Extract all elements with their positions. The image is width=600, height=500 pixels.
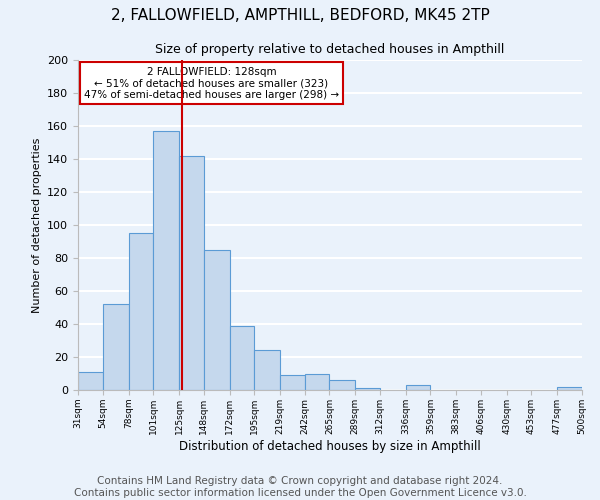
Bar: [305, 374, 329, 390]
Bar: [103, 304, 128, 390]
Bar: [128, 233, 153, 390]
Title: Size of property relative to detached houses in Ampthill: Size of property relative to detached ho…: [155, 43, 505, 56]
Text: 2, FALLOWFIELD, AMPTHILL, BEDFORD, MK45 2TP: 2, FALLOWFIELD, AMPTHILL, BEDFORD, MK45 …: [110, 8, 490, 22]
Bar: [254, 350, 280, 390]
Bar: [329, 380, 355, 390]
X-axis label: Distribution of detached houses by size in Ampthill: Distribution of detached houses by size …: [179, 440, 481, 452]
Bar: [78, 372, 103, 390]
Bar: [355, 388, 380, 390]
Bar: [230, 326, 254, 390]
Text: 2 FALLOWFIELD: 128sqm
← 51% of detached houses are smaller (323)
47% of semi-det: 2 FALLOWFIELD: 128sqm ← 51% of detached …: [84, 66, 339, 100]
Text: Contains HM Land Registry data © Crown copyright and database right 2024.
Contai: Contains HM Land Registry data © Crown c…: [74, 476, 526, 498]
Bar: [557, 386, 582, 390]
Bar: [179, 156, 204, 390]
Bar: [153, 131, 179, 390]
Bar: [280, 375, 305, 390]
Bar: [204, 250, 230, 390]
Y-axis label: Number of detached properties: Number of detached properties: [32, 138, 41, 312]
Bar: [406, 385, 430, 390]
